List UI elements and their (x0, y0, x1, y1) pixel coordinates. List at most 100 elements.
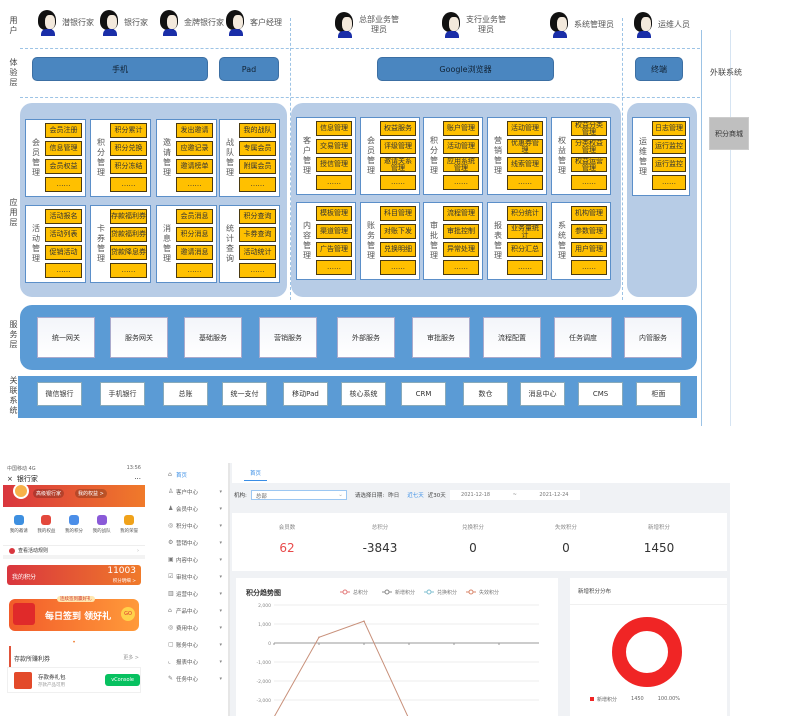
module-item: …… (110, 263, 147, 278)
feature-shortcut[interactable]: 我的积分 (65, 515, 83, 541)
module-item: …… (380, 260, 416, 275)
date-label: 请选择日期: (354, 493, 385, 499)
feature-label: 我的权益 (37, 529, 56, 534)
sidebar-item[interactable]: ◎ 积分中心 ▾ (160, 517, 228, 534)
service-box: 内管服务 (624, 317, 682, 358)
module-item: 邀请消息 (176, 245, 213, 260)
module-item: 专属会员 (239, 141, 276, 156)
more-icon[interactable]: ··· (134, 475, 141, 483)
sidebar-item[interactable]: ✎ 任务中心 ▾ (160, 670, 228, 687)
module-item: 权益分类管理 (571, 121, 607, 136)
module-item: 参数管理 (571, 224, 607, 239)
sidebar-item[interactable]: ▣ 内容中心 ▾ (160, 551, 228, 568)
close-icon[interactable]: × (7, 475, 13, 483)
module-group-label: 审批管理 (429, 221, 439, 261)
module-item: 授信管理 (316, 157, 352, 172)
module-group-label: 运维管理 (638, 136, 648, 177)
sidebar-item[interactable]: ▢ 账务中心 ▾ (160, 636, 228, 653)
module-item: 线索管理 (507, 157, 543, 172)
module-item: 运行监控 (652, 139, 686, 154)
sidebar-item[interactable]: ⌂ 产品中心 ▾ (160, 602, 228, 619)
module-item: 权益运营管理 (571, 157, 607, 172)
carousel-dot[interactable]: • (72, 639, 76, 646)
sidebar-item[interactable]: ⌂ 首页 (160, 466, 228, 483)
module-item: 用户管理 (571, 242, 607, 257)
user-avatar-icon (333, 12, 357, 38)
sidebar-item[interactable]: ♙ 客户中心 ▾ (160, 483, 228, 500)
date-start: 2021-12-18 (461, 492, 491, 498)
module-item: …… (45, 263, 82, 278)
date-option-yesterday[interactable]: 昨日 (388, 493, 400, 499)
date-range-picker[interactable]: 2021-12-18 ~ 2021-12-24 (449, 490, 580, 500)
feature-icon (96, 515, 107, 525)
module-group-label: 会员管理 (31, 138, 41, 178)
module-item: …… (652, 175, 686, 190)
feature-label: 我的荣誉 (120, 529, 139, 534)
sidebar-item[interactable]: ▥ 运营中心 ▾ (160, 585, 228, 602)
user-avatar-icon (632, 12, 656, 38)
chevron-down-icon: ⌄ (338, 492, 343, 498)
sidebar-item-label: 首页 (176, 472, 188, 479)
sidebar-item-label: 会员中心 (176, 506, 199, 513)
rights-badge[interactable]: 我的权益 > (75, 489, 107, 498)
legend-label: 新增积分 (597, 697, 618, 703)
module-group: 统计查询 积分查询 卡券查询 活动统计 …… (219, 205, 280, 283)
date-option-30days[interactable]: 近30天 (427, 493, 446, 499)
user-role-label: 客户经理 (250, 18, 282, 27)
sidebar-item[interactable]: ⌞ 报表中心 ▾ (160, 653, 228, 670)
divider (20, 48, 700, 49)
module-item: 应邀记录 (176, 141, 213, 156)
my-points-card[interactable]: 我的积分 11003 积分明细 > (7, 565, 141, 585)
points-detail-link[interactable]: 积分明细 > (112, 579, 136, 584)
sidebar-item-label: 审批中心 (176, 574, 199, 581)
coupon-icon (14, 672, 32, 689)
user-role: 总部业务管理员 (333, 12, 399, 38)
coupon-item[interactable]: 存款券礼包 存款产品可用 vConsole (7, 667, 141, 693)
feature-shortcut[interactable]: 我的权益 (37, 515, 55, 541)
tab-home[interactable]: 首页 (244, 469, 268, 481)
user-role: 系统管理员 (548, 12, 614, 38)
related-system-box: 移动Pad (283, 382, 328, 406)
related-system-box: 总账 (163, 382, 208, 406)
sidebar-item[interactable]: ☑ 审批中心 ▾ (160, 568, 228, 585)
sidebar-item-icon: ▢ (168, 641, 174, 648)
module-item: 模板管理 (316, 206, 352, 221)
notice-row[interactable]: 查看活动规则 › (3, 545, 145, 559)
module-group: 营销管理 活动管理 优惠券管理 线索管理 …… (487, 117, 547, 195)
banner-caption: 连续签到赢好礼 (57, 596, 95, 602)
sidebar-item-label: 客户中心 (176, 489, 199, 496)
user-role: 运维人员 (632, 12, 690, 38)
module-item: 我的战队 (239, 123, 276, 138)
date-option-7days[interactable]: 近七天 (407, 493, 424, 499)
donut-slice (612, 617, 682, 687)
series-line (274, 620, 409, 716)
chevron-down-icon: ▾ (219, 624, 222, 631)
section-more-link[interactable]: 更多 > (123, 655, 139, 661)
user-role-label: 潜银行家 (62, 18, 94, 27)
module-item: 促销活动 (45, 245, 82, 260)
layer-label-user: 用户 (9, 16, 18, 36)
sign-in-banner[interactable]: 连续签到赢好礼 每日签到 领好礼 GO (9, 596, 139, 631)
go-button[interactable]: GO (121, 607, 135, 621)
points-value: 11003 (107, 566, 136, 576)
sidebar-item-label: 账务中心 (176, 642, 199, 649)
module-item: …… (239, 177, 276, 192)
feature-icon (41, 515, 52, 525)
module-item: 账户管理 (443, 121, 479, 136)
vconsole-button[interactable]: vConsole (105, 674, 140, 686)
service-box: 服务网关 (110, 317, 168, 358)
service-box: 流程配置 (483, 317, 541, 358)
sidebar-item[interactable]: ♟ 会员中心 ▾ (160, 500, 228, 517)
channel-1: Pad (219, 57, 279, 81)
sidebar-item[interactable]: ⚙ 营销中心 ▾ (160, 534, 228, 551)
module-group: 会员管理 权益服务 评级管理 邀请关系管理 …… (360, 117, 420, 195)
module-group: 会员管理 会员注册 信息管理 会员权益 …… (25, 119, 86, 197)
feature-shortcut[interactable]: 我的荣誉 (120, 515, 138, 541)
feature-shortcut[interactable]: 我的邀请 (10, 515, 28, 541)
sidebar-item-icon: ✎ (168, 675, 174, 682)
sidebar-item[interactable]: ◎ 费用中心 ▾ (160, 619, 228, 636)
feature-shortcut[interactable]: 我的战队 (93, 515, 111, 541)
org-select[interactable]: 总部 ⌄ (250, 490, 347, 500)
mobile-app-screenshot: 中国移动 4G 13:56 × 银行家 ··· 高级银行家 我的权益 > 我的邀… (3, 463, 145, 713)
module-group-label: 会员管理 (366, 136, 376, 176)
